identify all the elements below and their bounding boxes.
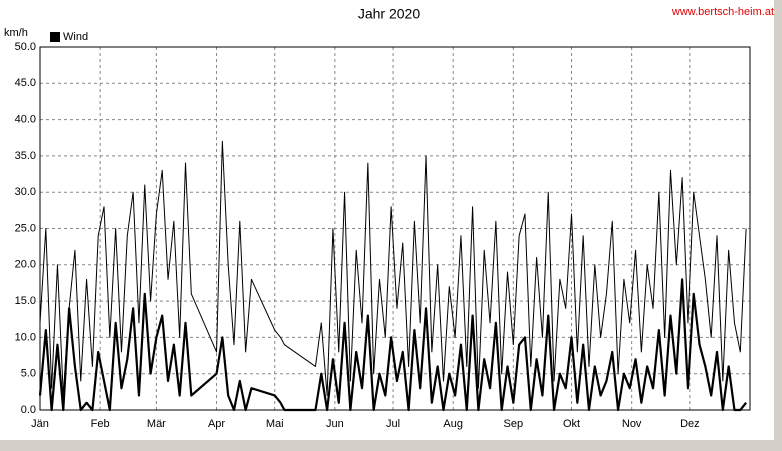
- x-tick-label: Jän: [31, 418, 49, 430]
- y-tick-label: 0.0: [21, 404, 36, 416]
- x-tick-label: Sep: [504, 418, 524, 430]
- y-tick-label: 45.0: [15, 77, 36, 89]
- x-tick-label: Mai: [266, 418, 284, 430]
- x-tick-label: Dez: [680, 418, 700, 430]
- data-line: [39, 140, 747, 396]
- y-tick-label: 5.0: [21, 368, 36, 380]
- y-tick-label: 15.0: [15, 295, 36, 307]
- x-tick-label: Jul: [386, 418, 400, 430]
- x-tick-label: Jun: [326, 418, 344, 430]
- y-tick-label: 40.0: [15, 114, 36, 126]
- chart-title: Jahr 2020: [358, 6, 420, 22]
- x-tick-label: Aug: [443, 418, 463, 430]
- x-tick-label: Okt: [563, 418, 580, 430]
- legend-label: Wind: [63, 31, 88, 43]
- y-tick-label: 30.0: [15, 186, 36, 198]
- y-tick-label: 20.0: [15, 259, 36, 271]
- status-bar: [0, 440, 782, 451]
- side-bar: [774, 0, 782, 451]
- data-line: [38, 278, 747, 412]
- plot-frame: [39, 46, 751, 411]
- x-tick-label: Nov: [622, 418, 642, 430]
- y-tick-label: 50.0: [15, 41, 36, 53]
- y-tick-label: 10.0: [15, 331, 36, 343]
- x-tick-label: Apr: [208, 418, 225, 430]
- y-axis-label: km/h: [4, 27, 28, 39]
- source: www.bertsch-heim.at: [671, 6, 774, 18]
- y-tick-label: 35.0: [15, 150, 36, 162]
- x-tick-label: Mär: [147, 418, 166, 430]
- x-tick-label: Feb: [91, 418, 110, 430]
- legend-swatch: [50, 32, 60, 42]
- y-tick-label: 25.0: [15, 222, 36, 234]
